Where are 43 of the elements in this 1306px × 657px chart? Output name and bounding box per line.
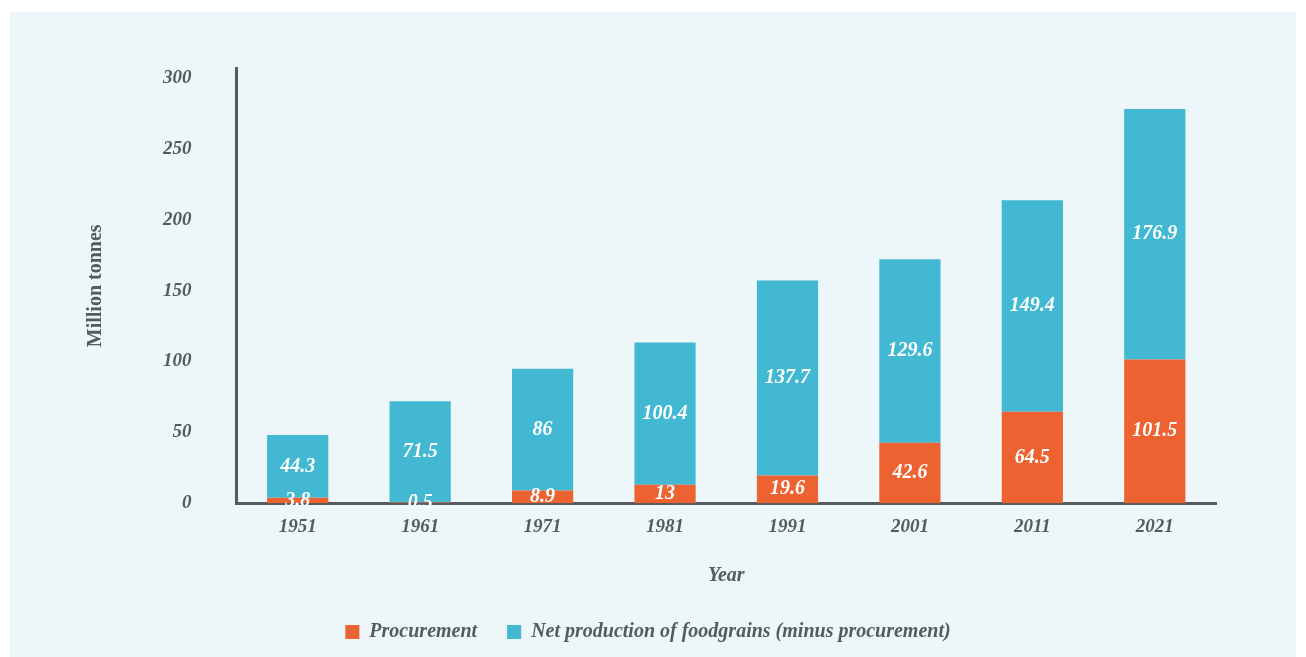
y-tick-label: 50 — [172, 420, 192, 442]
bar — [879, 259, 941, 443]
data-label: 71.5 — [402, 439, 438, 462]
data-label: 86 — [532, 416, 553, 439]
bar — [1001, 411, 1063, 504]
data-label: 129.6 — [887, 338, 933, 361]
y-tick-label: 250 — [162, 137, 192, 159]
x-tick-label: 1981 — [646, 514, 685, 536]
data-label: 176.9 — [1132, 221, 1178, 244]
bar — [1001, 200, 1063, 412]
data-label: 8.9 — [530, 484, 556, 507]
bar — [634, 342, 696, 485]
x-axis-title: Year — [707, 563, 745, 586]
x-tick-label: 2021 — [1134, 514, 1174, 536]
data-label: 64.5 — [1014, 444, 1050, 467]
data-label: 100.4 — [642, 400, 688, 423]
y-tick-label: 0 — [182, 491, 192, 513]
data-label: 19.6 — [769, 476, 805, 499]
legend-label: Procurement — [368, 619, 479, 642]
y-tick-label: 150 — [163, 278, 192, 300]
y-tick-label: 200 — [162, 207, 192, 229]
data-label: 0.5 — [407, 490, 433, 513]
bar — [756, 280, 819, 476]
data-label: 3.8 — [284, 487, 311, 510]
x-tick-label: 2001 — [889, 514, 929, 536]
bar — [1124, 108, 1186, 360]
y-tick-label: 100 — [163, 349, 192, 371]
data-label: 13 — [655, 481, 676, 504]
y-tick-label: 300 — [162, 66, 192, 88]
bar — [879, 442, 941, 504]
bar — [1124, 359, 1186, 504]
y-axis-title: Million tonnes — [83, 224, 106, 348]
data-label: 42.6 — [891, 460, 928, 483]
data-label: 44.3 — [279, 453, 316, 476]
legend-label: Net production of foodgrains (minus procurement) — [530, 619, 951, 643]
x-tick-label: 1991 — [768, 514, 807, 536]
x-tick-label: 1971 — [523, 514, 562, 536]
x-tick-label: 2011 — [1012, 514, 1051, 536]
x-tick-label: 1951 — [278, 514, 317, 536]
data-label: 149.4 — [1009, 293, 1055, 316]
x-tick-label: 1961 — [401, 514, 440, 536]
data-label: 101.5 — [1132, 418, 1178, 441]
data-label: 137.7 — [764, 365, 811, 388]
